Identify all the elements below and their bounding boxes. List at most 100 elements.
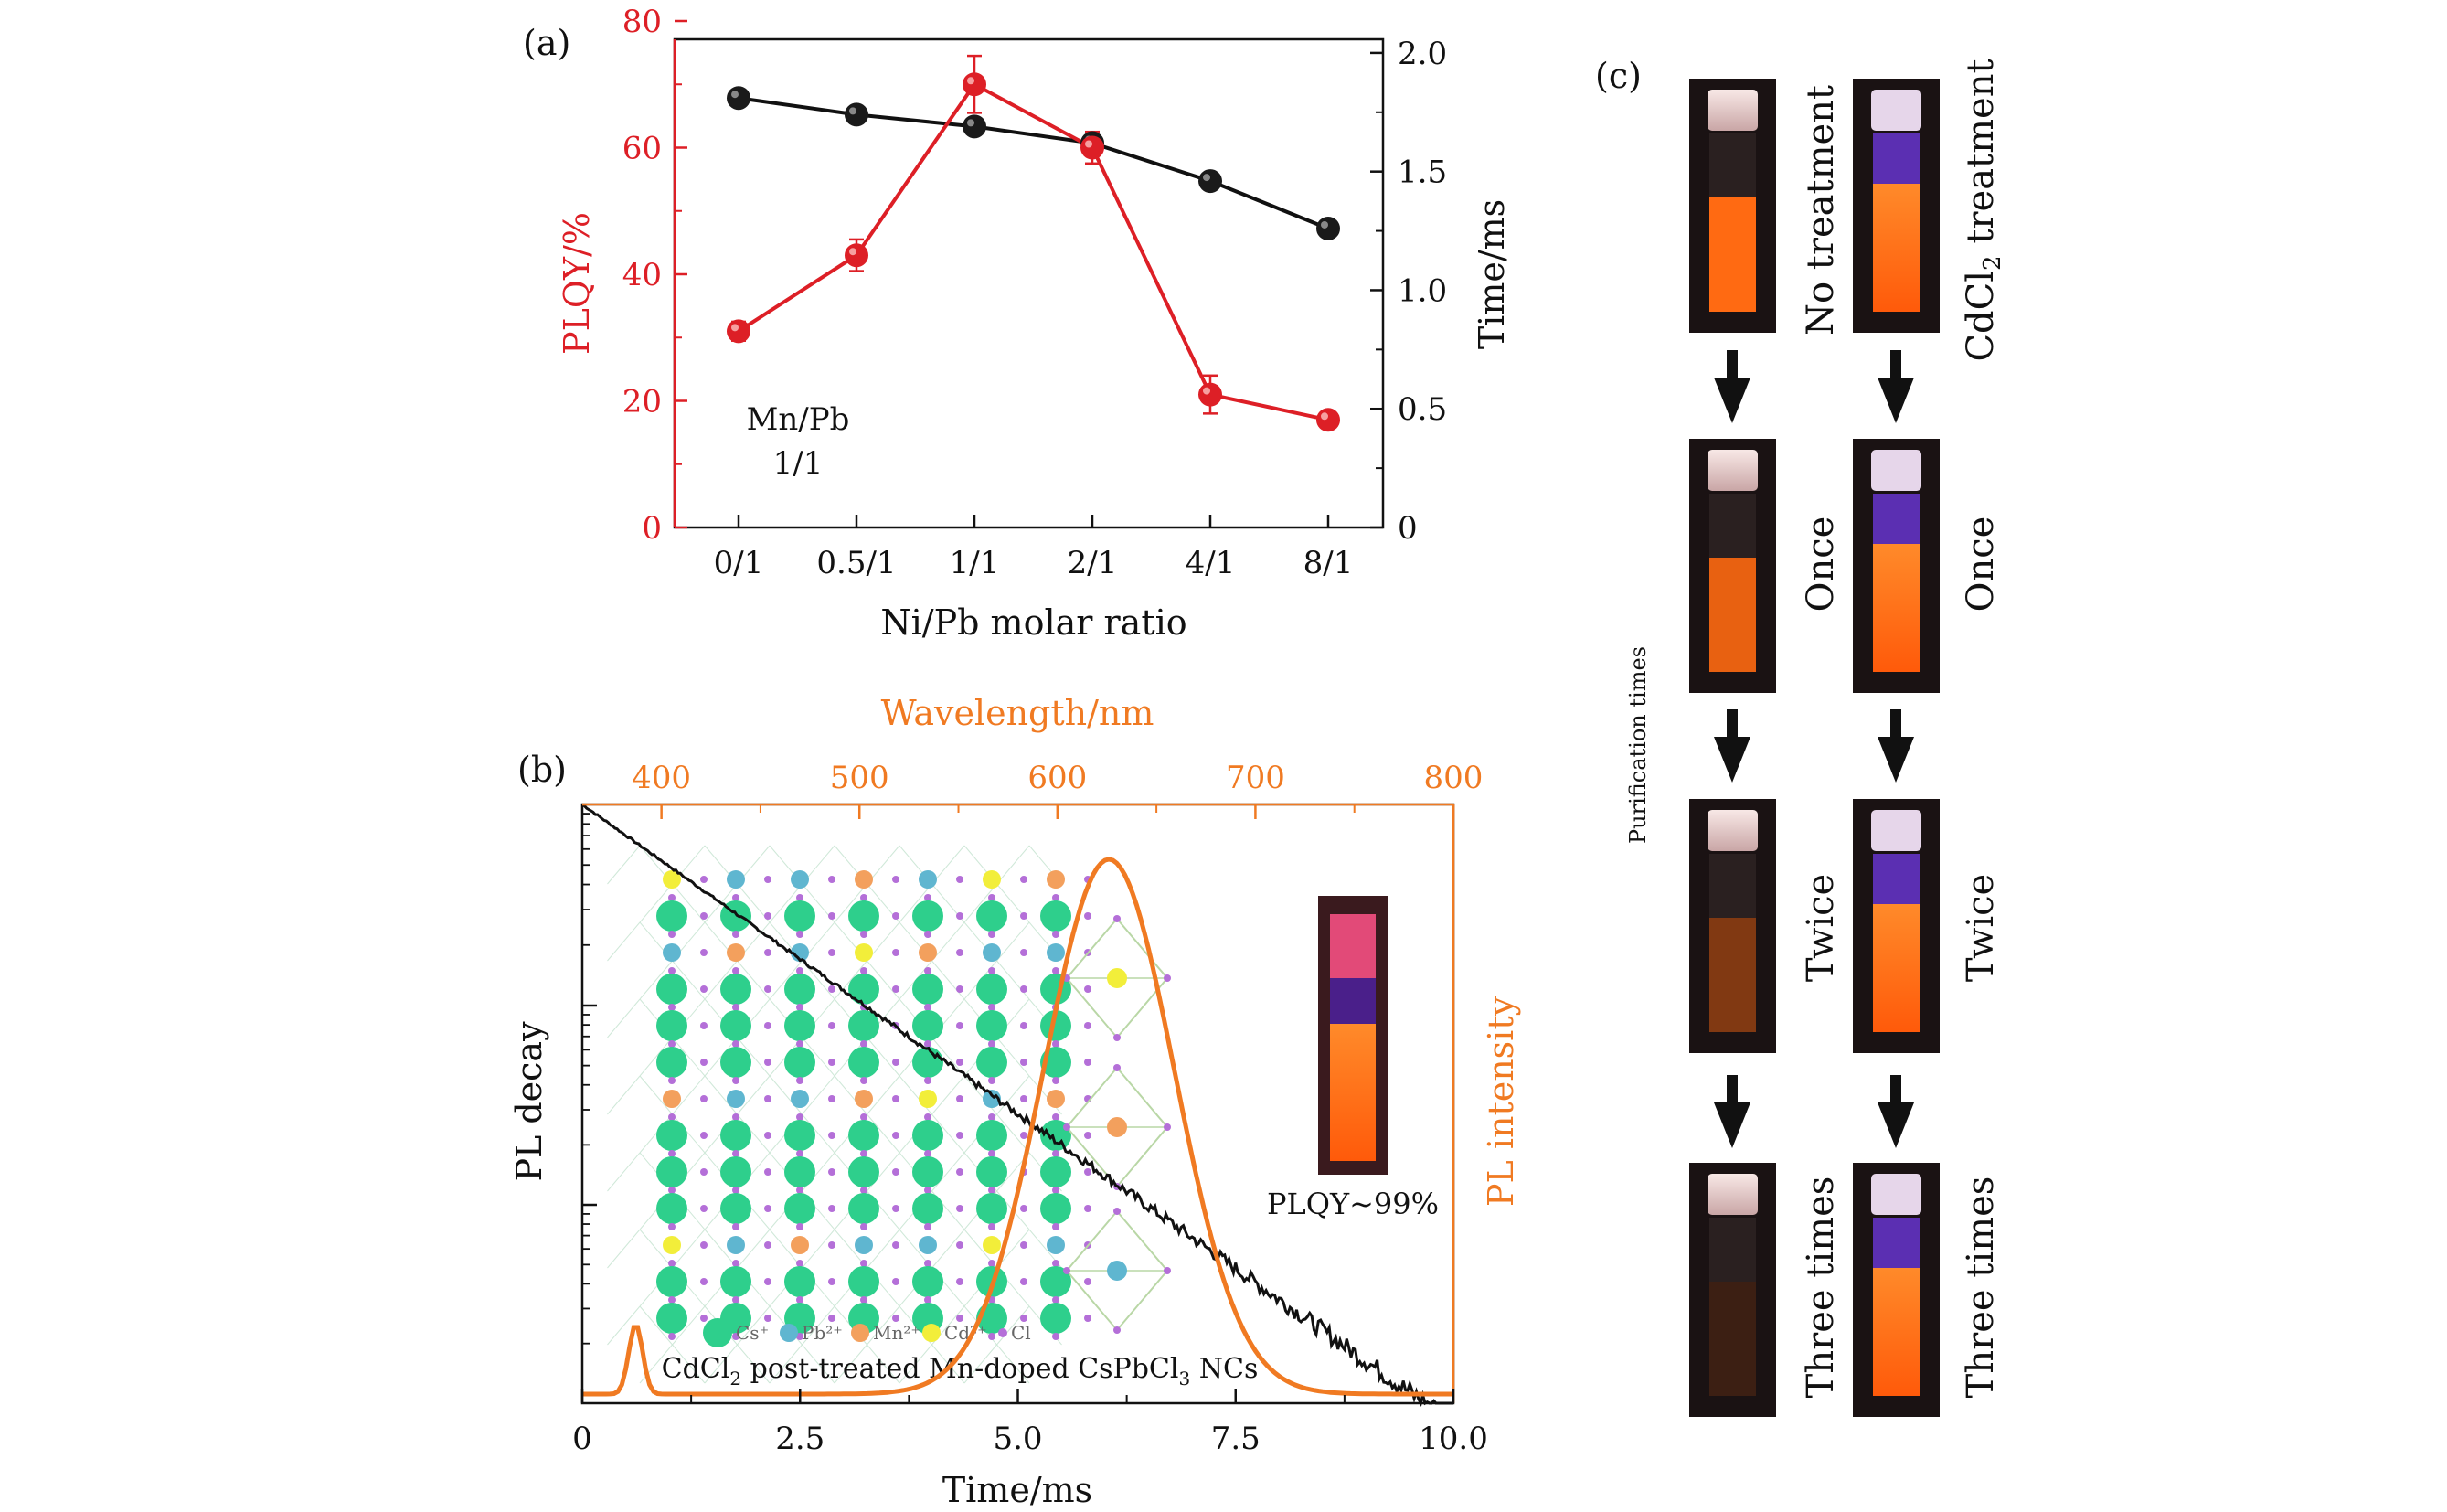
b-site-ion	[983, 870, 1001, 889]
panel-c: (c) Purification times No treatment Once…	[1595, 56, 2006, 1417]
b-site-ion	[791, 870, 809, 889]
b-site-ion	[919, 1236, 937, 1254]
b-site-ion	[727, 943, 745, 962]
cs-ion	[848, 900, 879, 932]
vial-purple-band	[1330, 978, 1376, 1024]
legend-label: Mn²⁺	[873, 1322, 920, 1344]
cl-ion	[924, 1040, 931, 1048]
cl-ion	[924, 931, 931, 938]
lifetime-point	[727, 86, 750, 111]
arrow-head	[1714, 378, 1750, 423]
untreated-vial-photo	[1689, 799, 1776, 1053]
lattice-bond	[834, 1075, 867, 1115]
cl-ion	[668, 1150, 676, 1157]
lattice-bond	[963, 1344, 997, 1384]
label-twice-col2: Twice	[1960, 874, 2002, 982]
panel-b-axes: 0 2.5 5.0 7.5 10.0 400 500 600 700 800	[572, 760, 1488, 1457]
panel-b-series	[581, 803, 1453, 1408]
vial-cap	[1871, 90, 1921, 131]
panel-b: (b) Wavelength/nm PLQY~99% Cs⁺ Pb²⁺ Mn²⁺ Cd…	[509, 693, 1521, 1510]
y-right-tick-label: 0.5	[1398, 391, 1447, 428]
cl-ion	[700, 949, 708, 956]
vial-upper-liquid	[1709, 1218, 1756, 1282]
vial-cap	[1708, 90, 1758, 131]
x2-tick-label: 700	[1226, 760, 1285, 796]
mn-sphere	[851, 1324, 869, 1342]
b-site-ion	[983, 943, 1001, 962]
x-tick-label: 4/1	[1186, 545, 1236, 581]
untreated-vial-photo	[1689, 439, 1776, 693]
vial-lower-liquid	[1709, 197, 1756, 312]
x-tick-label: 0	[572, 1421, 592, 1457]
cl-ion	[956, 1022, 963, 1029]
x-tick-label: 1/1	[950, 545, 1000, 581]
cl-ion	[956, 1241, 963, 1249]
cs-ion	[1040, 900, 1071, 932]
b-site-ion	[663, 1236, 681, 1254]
lattice-bond	[996, 1344, 1030, 1384]
down-arrow-icon	[1714, 709, 1750, 783]
cl-ion	[924, 1077, 931, 1084]
x2-tick-label: 400	[632, 760, 691, 796]
b-site-ion	[855, 1236, 873, 1254]
cl-ion	[828, 949, 835, 956]
treated-vial-photo	[1853, 1163, 1940, 1417]
cl-ion	[700, 876, 708, 883]
vial-lower-liquid	[1873, 904, 1920, 1032]
cl-ion	[700, 1059, 708, 1066]
cl-ion	[700, 1168, 708, 1176]
cl-ion	[892, 1132, 899, 1139]
cl-ion	[892, 949, 899, 956]
cl-ion	[1084, 1278, 1091, 1285]
cs-ion	[656, 1120, 687, 1151]
b-site-ion	[1047, 1090, 1065, 1108]
cl-ion	[860, 1077, 867, 1084]
cl-ion	[796, 1296, 803, 1304]
cl-ion	[668, 1113, 676, 1121]
b-site-ion	[663, 1090, 681, 1108]
cl-ion	[956, 1059, 963, 1066]
cl-ion	[892, 1205, 899, 1212]
y-right-tick-label: 2.0	[1398, 36, 1447, 72]
cl-ion	[668, 1040, 676, 1048]
down-arrow-icon	[1714, 1075, 1750, 1148]
x-tick-label: 2.5	[775, 1421, 825, 1457]
panel-a-y-left-label: PLQY/%	[557, 212, 597, 355]
cl-ion	[1020, 1315, 1027, 1322]
cs-ion	[656, 1193, 687, 1224]
b-site-ion	[855, 943, 873, 962]
cs-ion	[720, 1193, 751, 1224]
lifetime-point-highlight	[731, 91, 739, 99]
lattice-bond	[867, 1075, 900, 1115]
cs-ion	[976, 1156, 1007, 1187]
cl-ion	[1020, 912, 1027, 920]
treated-vial-photo	[1853, 799, 1940, 1053]
cl-ion	[732, 1113, 739, 1121]
cl-ion	[924, 1150, 931, 1157]
b-site-ion	[727, 870, 745, 889]
y-right-tick-label: 0	[1398, 510, 1418, 547]
panel-b-y-label: PL decay	[509, 1021, 549, 1182]
cs-ion	[848, 1120, 879, 1151]
plqy-point-highlight	[1203, 387, 1210, 395]
cl-ion	[860, 894, 867, 901]
cs-ion	[656, 1303, 687, 1334]
cl-ion	[764, 949, 771, 956]
cs-ion	[720, 1120, 751, 1151]
cl-ion	[700, 1241, 708, 1249]
cl-ion	[700, 1315, 708, 1322]
cl-ion	[988, 1077, 995, 1084]
cl-ion	[892, 985, 899, 993]
cl-ion	[956, 1168, 963, 1176]
lattice-bond	[639, 960, 673, 1000]
lattice-bond	[867, 1305, 900, 1346]
lattice-bond	[802, 1037, 835, 1077]
vial-cap	[1330, 914, 1376, 978]
lattice-bond	[867, 960, 900, 1000]
b-site-ion	[663, 870, 681, 889]
lattice-bond	[834, 1344, 867, 1384]
plqy-point	[845, 243, 868, 268]
lifetime-point-highlight	[849, 107, 856, 115]
plqy-line	[737, 81, 1329, 422]
lattice-bond	[996, 845, 1030, 885]
